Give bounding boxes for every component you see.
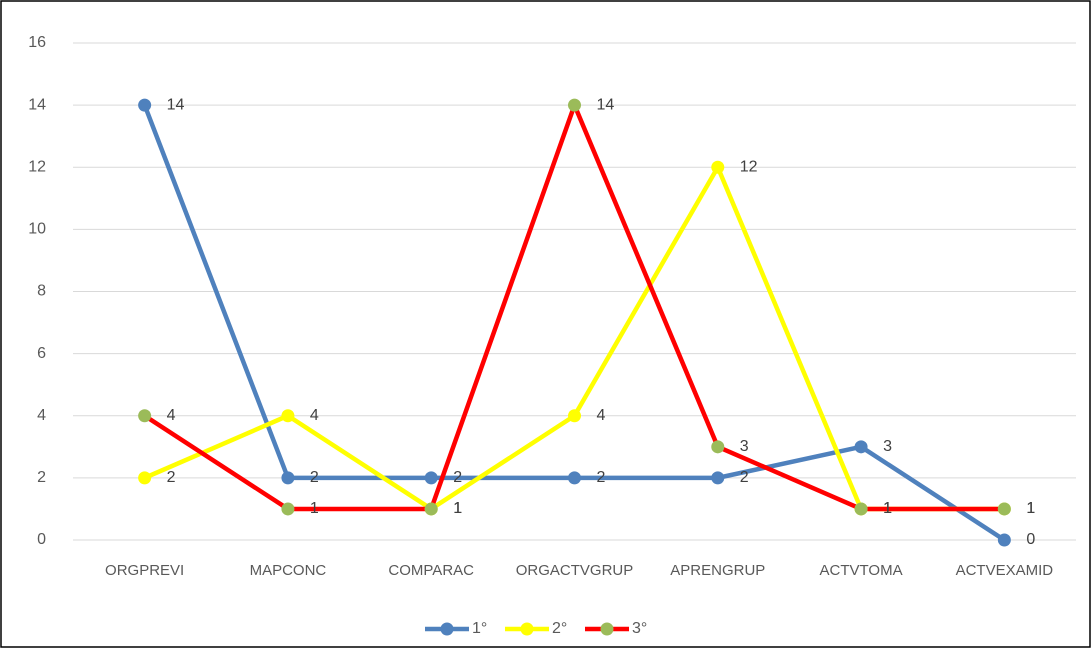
data-label: 1 [1026,500,1035,517]
data-label: 14 [597,96,615,113]
x-tick-label: ACTVTOMA [820,562,903,579]
data-label: 1 [1026,500,1035,517]
x-tick-label: ORGPREVI [105,562,184,579]
data-point [568,471,581,485]
data-point [711,160,725,174]
legend-marker [600,622,614,636]
data-label: 12 [740,158,758,175]
data-point [138,471,152,485]
y-tick-label: 6 [37,345,46,362]
data-point [854,440,868,454]
x-tick-label: MAPCONC [250,562,327,579]
data-point [997,533,1011,547]
data-label: 3 [740,438,749,455]
x-tick-label: COMPARAC [388,562,474,579]
data-label: 1 [310,500,319,517]
data-label: 1 [883,500,892,517]
y-tick-label: 16 [28,34,46,51]
data-label: 2 [167,469,176,486]
x-tick-label: APRENGRUP [670,562,765,579]
data-point [424,471,438,485]
y-tick-label: 2 [37,469,46,486]
data-label: 1 [883,500,892,517]
data-point [281,471,295,485]
data-label: 1 [453,500,462,517]
y-tick-label: 4 [37,407,46,424]
data-label: 0 [1026,531,1035,548]
data-point [138,409,152,423]
y-tick-label: 12 [28,158,46,175]
data-point [711,471,725,485]
legend-label: 1° [472,620,487,637]
legend-label: 2° [552,620,567,637]
data-label: 4 [597,407,606,424]
data-label: 2 [310,469,319,486]
data-point [568,409,581,423]
data-point [281,409,295,423]
legend-marker [440,622,454,636]
y-tick-label: 0 [37,531,46,548]
data-point [997,502,1011,516]
legend-marker [520,622,534,636]
y-tick-label: 8 [37,283,46,300]
data-label: 3 [883,438,892,455]
y-tick-label: 10 [28,221,46,238]
data-label: 2 [597,469,606,486]
x-tick-label: ACTVEXAMID [956,562,1054,579]
data-point [711,440,725,454]
data-label: 1 [453,500,462,517]
data-point [568,98,581,112]
y-tick-label: 14 [28,96,46,113]
data-label: 2 [453,469,462,486]
data-point [281,502,295,516]
x-tick-label: ORGACTVGRUP [516,562,634,579]
data-point [854,502,868,516]
data-point [424,502,438,516]
data-label: 4 [310,407,319,424]
data-label: 2 [740,469,749,486]
legend-label: 3° [632,620,647,637]
data-point [138,98,152,112]
data-label: 14 [167,96,185,113]
data-label: 4 [167,407,176,424]
